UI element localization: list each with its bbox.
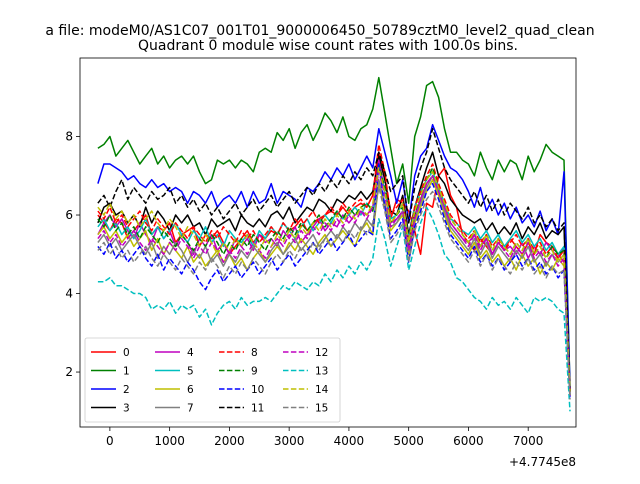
series-line-10 — [97, 163, 571, 400]
series-group — [97, 76, 571, 412]
series-line-12 — [97, 171, 571, 396]
legend-label-7: 7 — [187, 403, 194, 415]
x-tick-label: 6000 — [453, 434, 484, 448]
legend-label-5: 5 — [187, 366, 194, 378]
series-line-3 — [97, 151, 571, 392]
legend-label-2: 2 — [123, 384, 130, 396]
chart-suptitle: a file: modeM0/AS1C07_001T01_9000006450_… — [45, 23, 594, 39]
legend-label-13: 13 — [315, 366, 328, 378]
series-line-11 — [97, 127, 571, 392]
x-tick-label: 4000 — [334, 434, 365, 448]
series-line-6 — [97, 178, 571, 396]
chart-title: Quadrant 0 module wise count rates with … — [138, 38, 518, 54]
x-tick-label: 5000 — [393, 434, 424, 448]
y-tick-label: 8 — [65, 130, 73, 144]
series-line-1 — [97, 76, 571, 388]
series-line-13 — [97, 206, 571, 412]
x-tick-label: 7000 — [513, 434, 544, 448]
x-tick-label: 2000 — [214, 434, 245, 448]
legend-label-1: 1 — [123, 366, 130, 378]
axes-frame — [79, 57, 577, 428]
legend-label-6: 6 — [187, 384, 194, 396]
legend-label-12: 12 — [315, 347, 328, 359]
x-tick-label: 3000 — [274, 434, 305, 448]
series-line-15 — [97, 186, 571, 400]
x-tick-label: 0 — [106, 434, 114, 448]
legend-label-15: 15 — [315, 403, 328, 415]
legend-label-10: 10 — [251, 384, 264, 396]
series-line-14 — [97, 167, 571, 392]
legend-label-4: 4 — [187, 347, 194, 359]
y-tick-label: 2 — [65, 365, 73, 379]
series-line-2 — [97, 123, 571, 388]
legend-label-3: 3 — [123, 403, 130, 415]
plot-area: 0 1000 2000 3000 4000 5000 6000 700024680123456… — [65, 57, 577, 448]
legend-label-11: 11 — [251, 403, 264, 415]
x-offset-label: +4.7745e8 — [509, 455, 576, 469]
legend-label-0: 0 — [123, 347, 130, 359]
series-line-8 — [97, 143, 571, 392]
y-tick-label: 4 — [65, 287, 73, 301]
y-tick-label: 6 — [65, 208, 73, 222]
legend-label-8: 8 — [251, 347, 258, 359]
x-tick-label: 1000 — [154, 434, 185, 448]
legend-box — [84, 337, 341, 423]
legend-label-9: 9 — [251, 366, 258, 378]
legend-label-14: 14 — [315, 384, 329, 396]
